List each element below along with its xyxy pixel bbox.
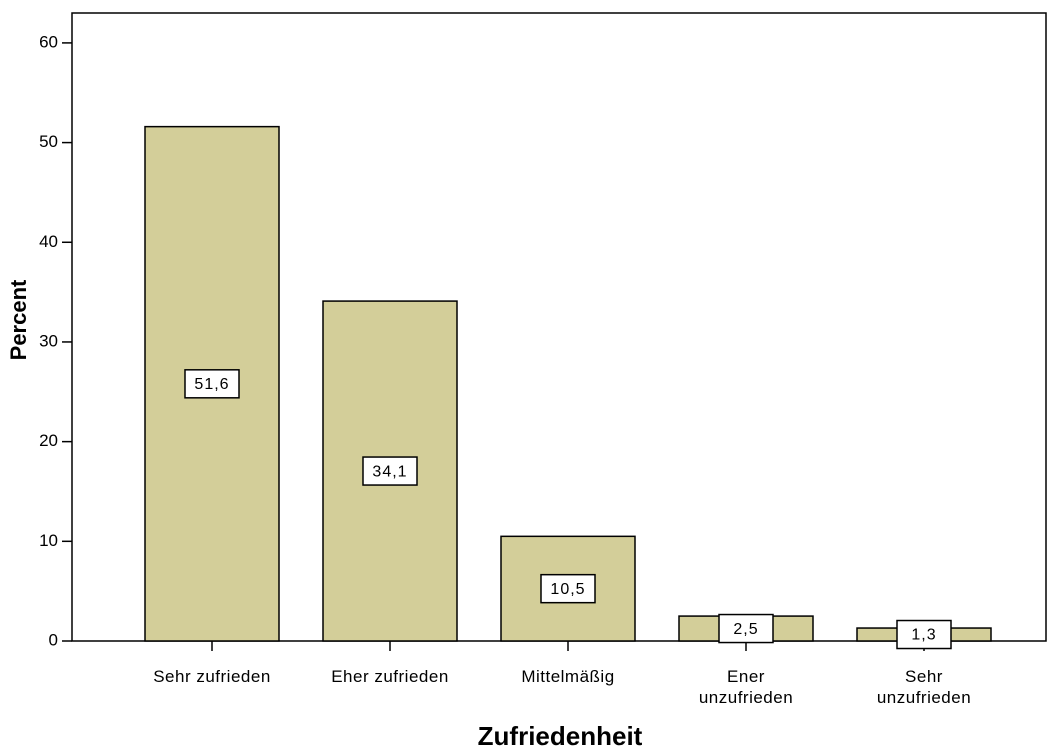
value-label: 34,1 xyxy=(372,463,407,480)
value-label-box xyxy=(362,456,418,486)
y-tick-label: 40 xyxy=(39,232,58,251)
y-tick-label: 50 xyxy=(39,132,58,151)
y-tick-label: 20 xyxy=(39,431,58,450)
y-tick-label: 10 xyxy=(39,531,58,550)
y-tick-label: 30 xyxy=(39,331,58,350)
x-tick-label: Eher zufrieden xyxy=(331,667,449,686)
y-tick-label: 0 xyxy=(49,630,58,649)
value-label: 10,5 xyxy=(550,581,585,598)
value-label: 2,5 xyxy=(733,621,758,638)
x-tick-label: Sehr unzufrieden xyxy=(876,667,972,707)
value-label-box xyxy=(540,573,596,604)
y-tick-label: 60 xyxy=(39,32,58,51)
value-label: 1,3 xyxy=(911,627,936,644)
x-tick-label: Ener unzufrieden xyxy=(698,667,794,707)
x-axis-title: Zufriedenheit xyxy=(478,721,643,751)
x-tick-label: Sehr zufrieden xyxy=(153,667,271,686)
value-label-box xyxy=(896,619,952,650)
value-label: 51,6 xyxy=(194,376,229,393)
value-label-box xyxy=(184,369,240,399)
value-label-box xyxy=(718,613,774,644)
y-axis-title: Percent xyxy=(6,279,31,360)
x-tick-label: Mittelmäßig xyxy=(521,667,615,686)
